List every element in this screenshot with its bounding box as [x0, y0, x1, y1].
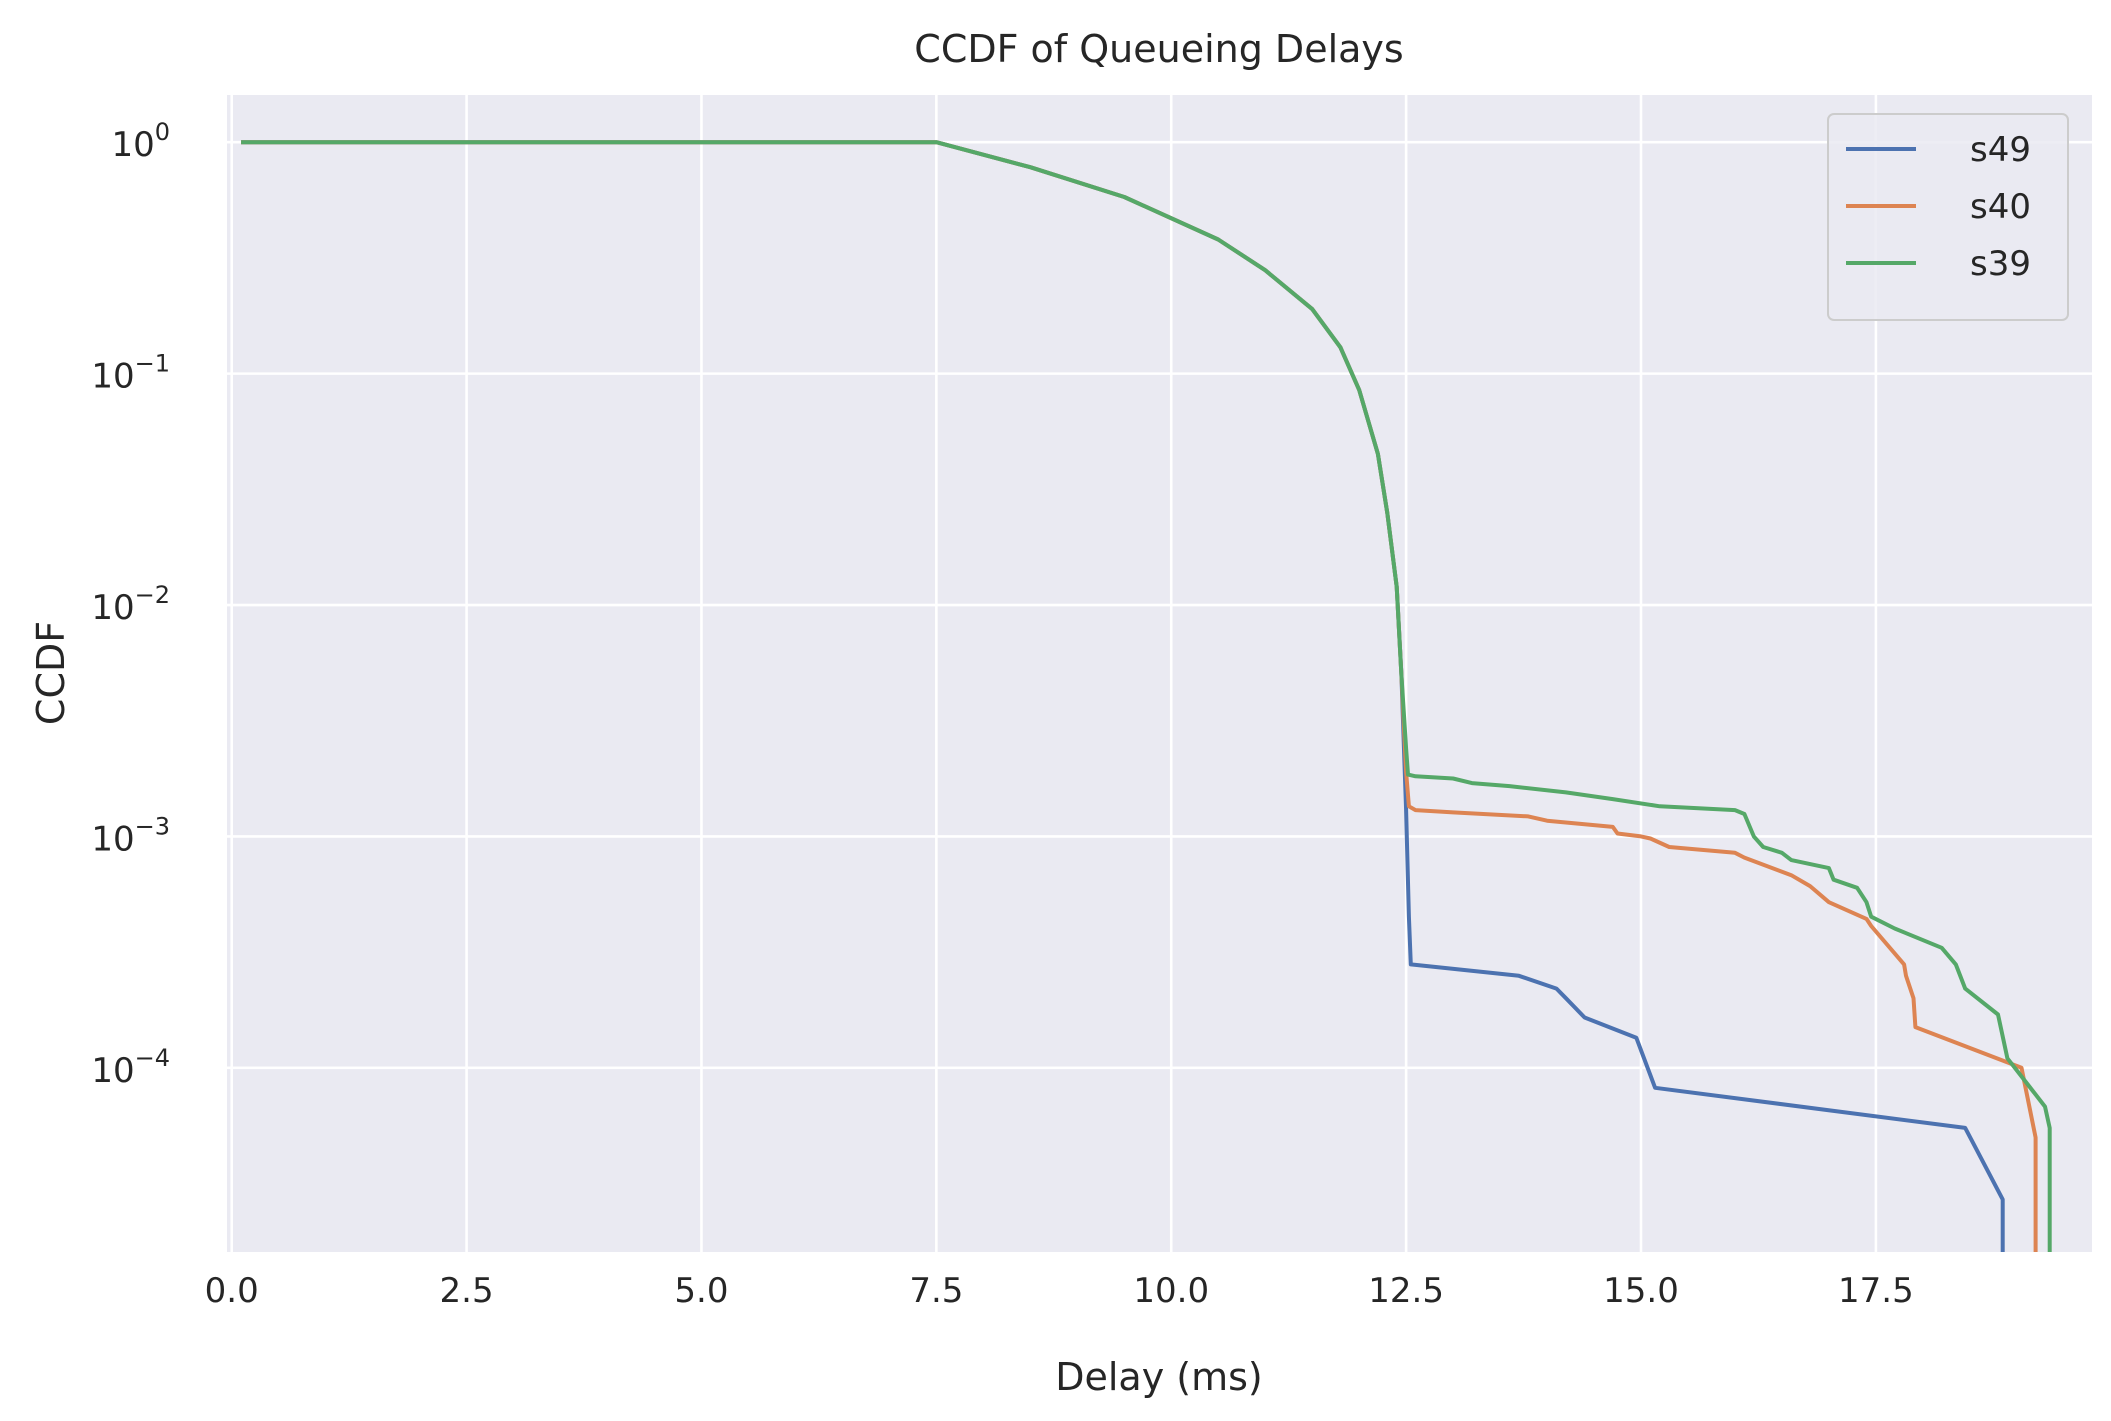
- y-axis-label: CCDF: [29, 621, 73, 725]
- y-tick-labels: 10−4 10−3 10−2 10−1 100: [91, 118, 170, 1091]
- legend-box: [1827, 113, 2069, 321]
- y-tick-label: 10−2: [91, 581, 170, 628]
- x-tick-label: 5.0: [674, 1271, 728, 1311]
- x-tick-label: 10.0: [1133, 1271, 1209, 1311]
- x-tick-label: 7.5: [909, 1271, 963, 1311]
- chart-title: CCDF of Queueing Delays: [914, 27, 1403, 71]
- series-line-s39: [241, 140, 2052, 1252]
- y-tick-label: 10−1: [91, 350, 170, 397]
- legend-label-s39: s39: [1970, 244, 2031, 284]
- plot-area: [227, 95, 2092, 1252]
- series-lines: [241, 140, 2052, 1252]
- grid: [227, 95, 2092, 1252]
- x-tick-labels: 0.0 2.5 5.0 7.5 10.0 12.5 15.0 17.5: [205, 1271, 1914, 1311]
- legend: s49 s40 s39: [1827, 113, 2069, 321]
- legend-label-s40: s40: [1970, 187, 2031, 227]
- x-tick-label: 17.5: [1838, 1271, 1914, 1311]
- legend-label-s49: s49: [1970, 130, 2031, 170]
- y-tick-label: 10−3: [91, 812, 170, 859]
- y-tick-label: 10−4: [91, 1044, 170, 1091]
- x-tick-label: 0.0: [205, 1271, 259, 1311]
- x-axis-label: Delay (ms): [1055, 1355, 1263, 1399]
- x-tick-label: 12.5: [1368, 1271, 1444, 1311]
- y-tick-label: 100: [111, 118, 170, 165]
- x-tick-label: 15.0: [1603, 1271, 1679, 1311]
- x-tick-label: 2.5: [440, 1271, 494, 1311]
